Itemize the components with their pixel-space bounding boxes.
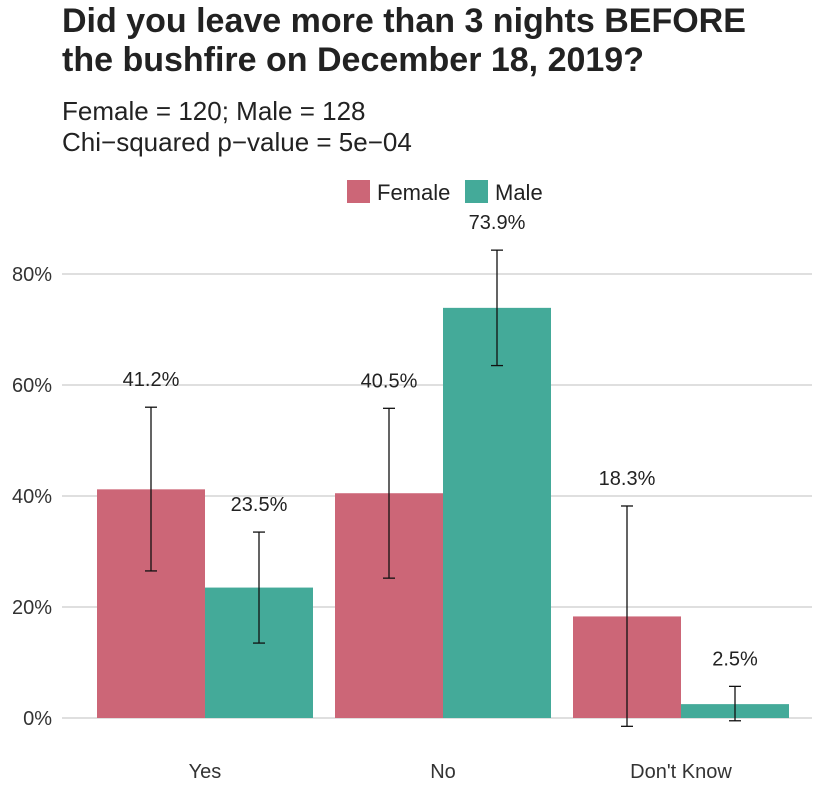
legend-label-male: Male [495,180,543,205]
data-label-male-no: 73.9% [469,212,526,234]
chart-subtitle-line-1: Female = 120; Male = 128 [62,96,366,126]
y-tick-label-80: 80% [12,264,52,286]
chart-title-line-1: Did you leave more than 3 nights BEFORE [62,2,746,40]
bar-male-no [443,307,551,718]
chart-title-line-2: the bushfire on December 18, 2019? [62,41,644,79]
x-tick-label-yes: Yes [189,761,222,783]
y-tick-label-40: 40% [12,486,52,508]
legend-label-female: Female [377,180,450,205]
y-tick-label-0: 0% [23,708,52,730]
y-tick-label-20: 20% [12,597,52,619]
data-label-female-no: 40.5% [361,370,418,392]
legend-swatch-male [465,180,488,203]
x-tick-label-don-t-know: Don't Know [630,761,732,783]
data-label-female-yes: 41.2% [123,369,180,391]
data-label-male-don-t-know: 2.5% [712,648,758,670]
data-label-female-don-t-know: 18.3% [599,468,656,490]
chart-title: Did you leave more than 3 nights BEFORE … [62,2,822,80]
data-label-male-yes: 23.5% [231,494,288,516]
y-tick-label-60: 60% [12,375,52,397]
chart-subtitle: Female = 120; Male = 128 Chi−squared p−v… [62,96,412,158]
x-tick-label-no: No [430,761,456,783]
legend-swatch-female [347,180,370,203]
chart-subtitle-line-2: Chi−squared p−value = 5e−04 [62,127,412,157]
